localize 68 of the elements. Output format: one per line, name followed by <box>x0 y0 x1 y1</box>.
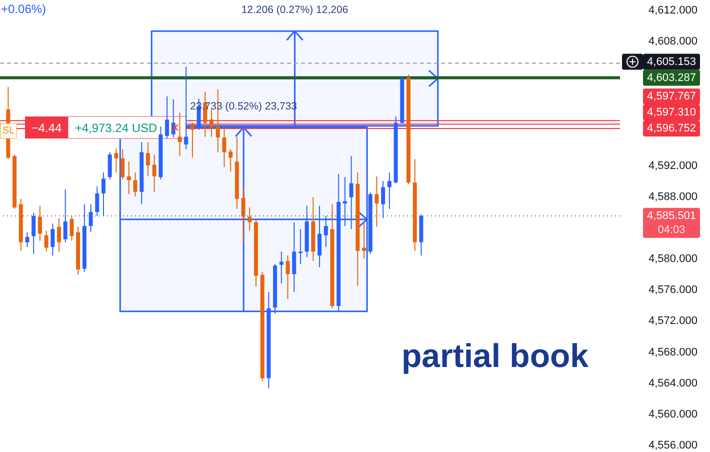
candlestick <box>44 230 48 252</box>
candlestick <box>126 161 131 195</box>
candlestick <box>165 96 170 139</box>
candlestick <box>108 152 112 180</box>
y-tick-label: 4,580.000 <box>648 253 698 266</box>
annotation: partial book <box>401 337 590 374</box>
candlestick <box>210 109 214 138</box>
annotation: +4,973.24 USD <box>74 121 158 135</box>
candlestick <box>120 148 125 180</box>
band-label: 12.206 (0.27%) 12,206 <box>241 4 348 16</box>
sl-tag: SL <box>0 123 17 139</box>
y-tick-label: 4,560.000 <box>648 408 698 420</box>
candlestick <box>241 186 246 244</box>
candlestick <box>381 180 386 219</box>
price-tag: 4,605.153 <box>643 54 700 70</box>
ref-line-label: 4,603.287 <box>647 72 696 84</box>
candlestick <box>63 189 68 243</box>
price-tag: 4,585.501 04:03 <box>643 208 700 238</box>
y-tick-label: 4,588.000 <box>648 190 698 203</box>
candlestick <box>298 228 302 265</box>
y-tick-label: 4,576.000 <box>648 284 698 296</box>
candlestick <box>362 222 366 260</box>
candlestick <box>70 215 74 242</box>
candlestick <box>133 172 138 197</box>
candlestick <box>228 148 233 172</box>
annotation: −4.44 <box>31 121 62 135</box>
ref-line-label: 4,597.767 <box>647 90 696 103</box>
candlestick <box>279 251 284 284</box>
ref-line-label: 4,596.752 <box>647 122 696 135</box>
candlestick <box>349 156 354 230</box>
candlestick <box>57 218 62 252</box>
candlestick <box>374 176 379 228</box>
candlestick <box>88 204 93 233</box>
annotation: +0.06%) <box>1 2 46 16</box>
candlestick <box>190 122 194 158</box>
price-tag: 4,596.752 <box>643 120 700 137</box>
candlestick <box>114 148 118 173</box>
candlestick <box>25 232 30 248</box>
candlestick <box>342 176 347 226</box>
candlestick <box>286 255 290 300</box>
y-tick-label: 4,564.000 <box>648 377 698 390</box>
y-tick-label: 4,568.000 <box>648 346 698 358</box>
y-tick-label: 4,556.000 <box>648 440 698 452</box>
price-tag: 4,603.287 <box>643 70 700 86</box>
y-tick-label: 4,612.000 <box>648 4 698 17</box>
candlestick <box>184 66 188 150</box>
candlestick <box>324 215 328 248</box>
y-tick-label: 4,608.000 <box>648 36 698 48</box>
ref-line-label: 4,585.501 <box>647 210 696 222</box>
candlestick <box>318 205 322 268</box>
candlestick <box>146 142 150 177</box>
candlestick <box>95 186 100 216</box>
candlestick <box>292 222 296 293</box>
y-tick-label: 4,572.000 <box>648 315 698 328</box>
candlestick <box>32 212 36 254</box>
candlestick <box>152 154 156 192</box>
candlestick <box>38 205 42 242</box>
candlestick <box>178 112 182 157</box>
price-tag: 4,597.767 <box>643 88 700 105</box>
ref-line-label: 4,597.310 <box>647 106 696 119</box>
y-tick-label: 4,592.000 <box>648 160 698 172</box>
candlestick <box>222 126 226 168</box>
candlestick <box>101 172 106 216</box>
candlestick <box>248 206 252 232</box>
ref-line-label: 4,605.153 <box>647 56 696 68</box>
price-tag: 4,597.310 <box>643 104 700 121</box>
candlestick <box>50 223 55 256</box>
candlestick <box>387 172 392 210</box>
